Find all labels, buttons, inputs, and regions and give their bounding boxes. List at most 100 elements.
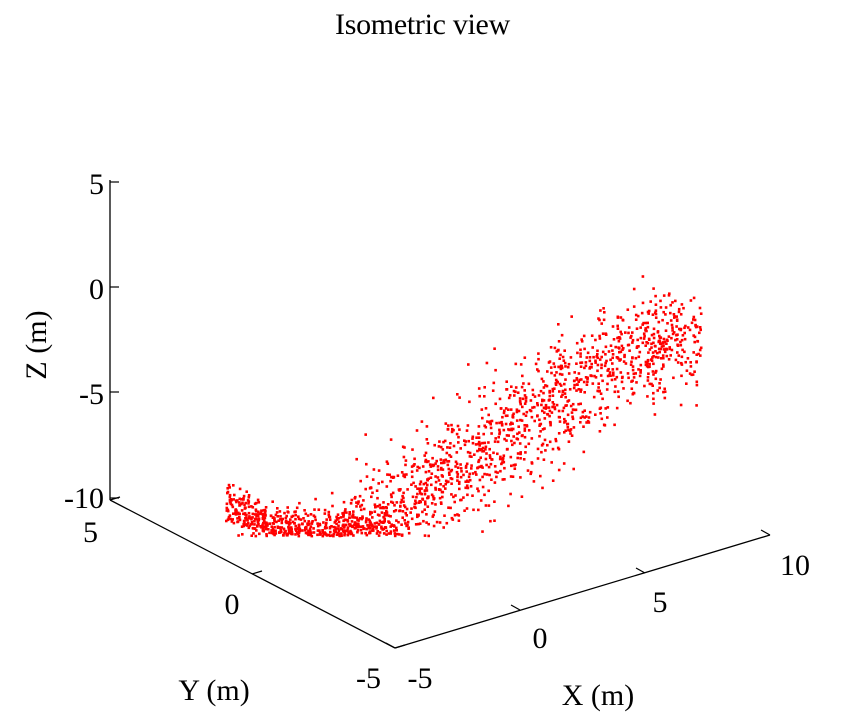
scatter-point [637,355,641,359]
scatter-point [293,522,296,525]
scatter-point [508,428,511,432]
scatter-point [253,523,256,526]
scatter-point [679,403,683,407]
scatter-point [404,459,408,462]
scatter-point [418,500,421,503]
scatter-point [530,437,534,440]
scatter-point [466,450,470,454]
scatter-point [548,398,551,401]
scatter-point [333,521,337,524]
scatter-point [425,438,429,441]
scatter-point [681,334,685,337]
scatter-point [555,371,558,374]
scatter-point [615,367,619,371]
scatter-point [624,362,628,365]
scatter-point [616,315,620,319]
scatter-point [670,348,674,352]
scatter-point [316,522,319,525]
scatter-point [466,479,469,483]
scatter-point [521,405,524,409]
scatter-point [304,531,308,535]
scatter-point [294,513,297,517]
scatter-point [294,524,297,528]
scatter-point [242,524,245,528]
scatter-point [566,365,570,369]
scatter-point [564,388,567,392]
scatter-point [337,529,341,533]
scatter-point [572,379,576,383]
scatter-point [524,397,528,400]
scatter-point [226,487,229,490]
scatter-point [466,486,470,490]
scatter-point [498,397,502,401]
scatter-point [387,514,391,518]
scatter-point [323,512,327,515]
scatter-point [507,434,510,437]
scatter-point [348,524,352,528]
scatter-point [659,347,663,351]
scatter-point [266,524,269,527]
scatter-point [660,345,664,348]
scatter-point [616,327,620,330]
scatter-point [392,529,396,532]
scatter-point [571,402,575,406]
scatter-point [231,505,235,509]
scatter-point [251,526,255,530]
scatter-point [519,476,522,479]
scatter-point [590,374,593,378]
scatter-point [479,465,483,469]
scatter-point [484,425,488,429]
scatter-point [424,481,428,485]
scatter-point [440,502,443,505]
scatter-point [443,514,446,517]
scatter-point [294,517,297,521]
scatter-point [579,355,582,358]
scatter-point [430,502,434,505]
scatter-point [250,505,253,508]
scatter-point [263,525,267,529]
scatter-point [458,396,461,399]
scatter-point [306,514,310,517]
scatter-point [343,518,347,521]
scatter-point [582,425,585,428]
scatter-point [626,343,630,347]
scatter-point [646,325,650,329]
scatter-point [382,515,385,519]
scatter-point [485,361,489,365]
scatter-point [630,334,633,338]
scatter-point [346,518,349,522]
scatter-point [672,376,675,380]
scatter-point [600,417,604,421]
scatter-point [401,510,405,513]
scatter-point [547,406,551,409]
scatter-point [376,513,380,517]
scatter-point [232,521,236,525]
scatter-point [402,491,405,495]
y-tick [109,496,121,501]
scatter-point [268,531,271,535]
scatter-point [453,513,457,517]
scatter-point [395,501,399,504]
scatter-point [651,384,654,387]
scatter-point [636,314,640,318]
scatter-point [623,353,626,357]
scatter-point [254,509,258,513]
scatter-point [539,389,543,393]
scatter-point [241,533,244,536]
scatter-point [404,463,407,467]
scatter-point [468,472,471,476]
scatter-point [551,390,555,393]
scatter-point [600,363,603,367]
scatter-point [432,497,435,501]
scatter-point [513,441,516,445]
scatter-point [675,338,679,341]
scatter-point [652,373,655,376]
scatter-point [590,334,594,337]
scatter-point [639,363,643,367]
scatter-point [495,421,498,425]
scatter-point [426,496,430,499]
scatter-point [238,487,242,491]
scatter-point [609,374,612,377]
scatter-point [298,529,302,533]
